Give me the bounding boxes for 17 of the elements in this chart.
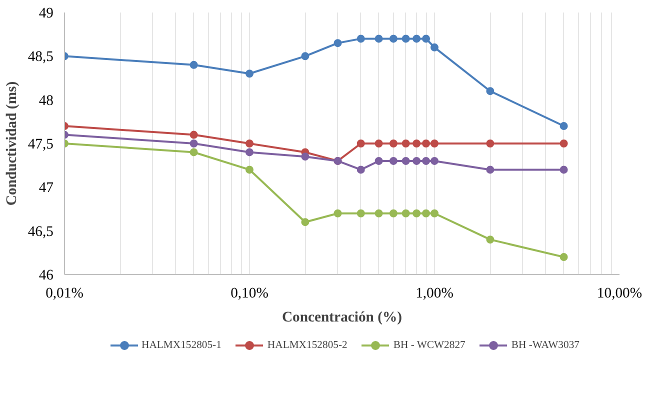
y-tick-label: 46 [38,268,54,284]
y-tick-label: 46,5 [28,224,54,240]
legend-label: HALMX152805-2 [267,340,348,350]
x-tick-label: 10,00% [596,286,642,302]
y-tick-label: 47 [38,180,54,196]
y-tick-label: 48,5 [28,49,54,66]
legend-label: BH -WAW3037 [511,340,580,350]
legend-label: BH - WCW2827 [393,340,466,350]
y-axis-title: Conductividad (ms) [4,81,20,206]
y-tick-label: 48 [38,92,54,109]
x-tick-label: 1,00% [416,286,454,302]
y-tick-label: 49 [38,6,54,22]
legend-label: HALMX152805-1 [142,340,222,350]
x-tick-label: 0,10% [230,286,268,302]
x-tick-label: 0,01% [46,286,84,302]
y-tick-label: 47,5 [28,136,54,152]
x-axis-title: Concentración (%) [282,310,402,326]
